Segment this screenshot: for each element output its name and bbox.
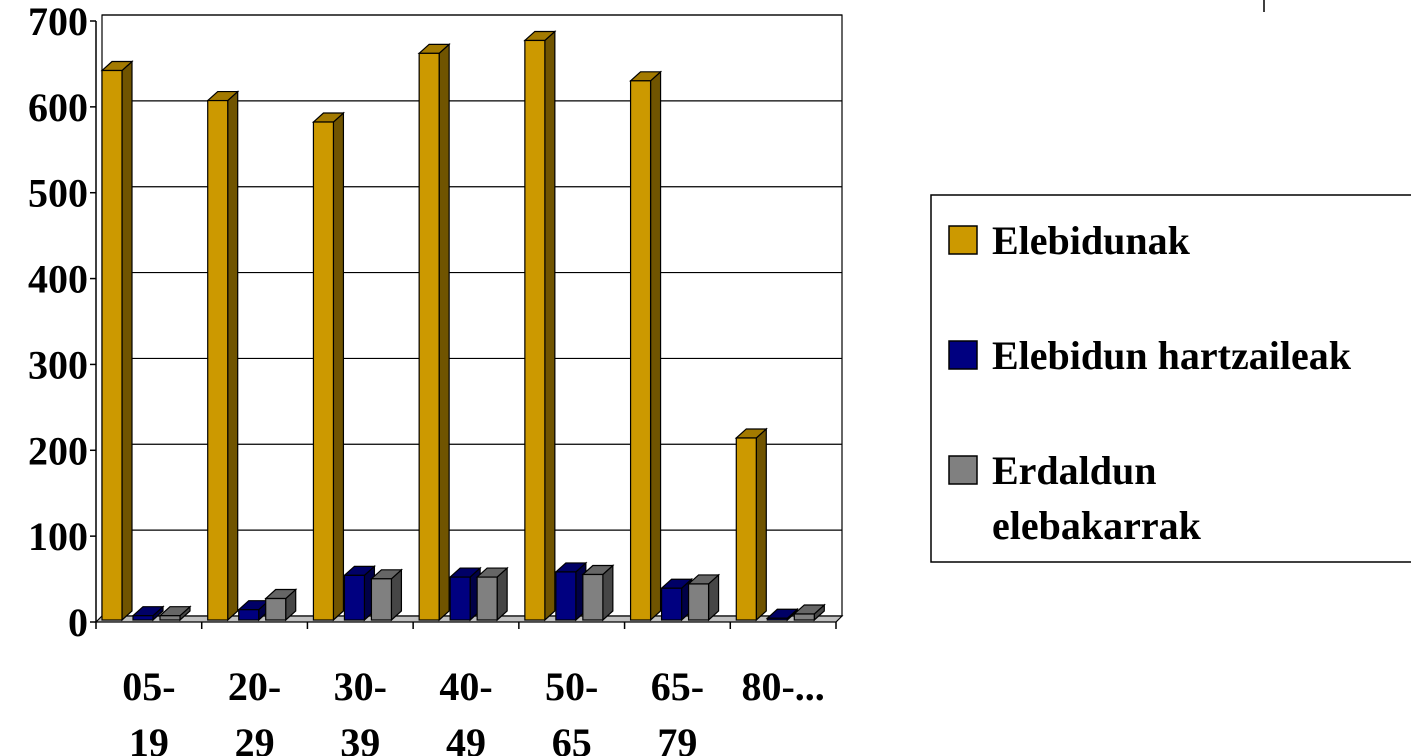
bar — [629, 70, 663, 622]
bar — [687, 573, 721, 622]
bar-front — [418, 52, 440, 621]
bar-side — [649, 70, 662, 622]
bar-front — [735, 437, 757, 621]
bar-front — [476, 576, 498, 621]
bar-front — [101, 69, 123, 621]
y-tick-label: 0 — [68, 600, 88, 645]
bar — [342, 565, 376, 622]
bar — [448, 566, 482, 622]
x-tick-labels: 05- 19 20- 29 30- 39 40- 49 50- 65 65- 79 80-... — [122, 664, 825, 756]
legend-swatch — [948, 225, 978, 255]
bar — [131, 605, 165, 622]
bar — [581, 564, 615, 622]
bar — [765, 607, 799, 622]
y-tick-labels: 0 100 200 300 400 500 600 700 — [28, 0, 88, 645]
legend-swatch — [948, 340, 978, 370]
legend-swatch — [948, 455, 978, 485]
bars — [100, 30, 826, 622]
bar-front — [629, 80, 652, 621]
x-tick-label: 29 — [235, 720, 275, 756]
bar-front — [265, 597, 287, 621]
x-tick-label: 79 — [657, 720, 697, 756]
bar-front — [555, 571, 577, 621]
bar-front — [524, 39, 546, 621]
x-tick-label: 39 — [340, 720, 380, 756]
x-tick-label: 49 — [446, 720, 486, 756]
bar — [523, 30, 557, 622]
legend-label: elebakarrak — [992, 503, 1202, 548]
bar-front — [660, 587, 683, 621]
bar — [264, 588, 298, 622]
bar-front — [687, 583, 710, 621]
bar-side — [332, 111, 345, 622]
x-tick-label: 19 — [129, 720, 169, 756]
bar — [792, 603, 826, 622]
y-tick-label: 500 — [28, 171, 88, 216]
bar-front — [582, 573, 604, 621]
x-tick-label: 40- — [439, 664, 492, 709]
legend-label: Erdaldun — [992, 448, 1157, 493]
bar-front — [343, 574, 366, 621]
y-tick-label: 700 — [28, 0, 88, 44]
bar — [554, 561, 588, 622]
bar — [660, 577, 694, 622]
bar — [475, 566, 509, 622]
x-tick-label: 65 — [552, 720, 592, 756]
y-tick-label: 600 — [28, 85, 88, 130]
x-tick-label: 80-... — [741, 664, 824, 709]
y-tick-label: 300 — [28, 342, 88, 387]
legend-box — [930, 194, 1411, 563]
y-tick-label: 400 — [28, 257, 88, 302]
bar-front — [793, 613, 815, 621]
bar — [100, 60, 134, 622]
y-tick-label: 100 — [28, 514, 88, 559]
bar-front — [449, 576, 471, 621]
legend-label: Elebidun hartzaileak — [992, 333, 1352, 378]
bar-front — [766, 617, 788, 621]
legend: Elebidunak Elebidun hartzaileak Erdaldun el… — [930, 194, 1411, 563]
x-tick-label: 30- — [334, 664, 387, 709]
bar — [311, 111, 345, 622]
legend-label: Elebidunak — [992, 218, 1191, 263]
bar-side — [755, 427, 767, 622]
bar — [417, 42, 451, 622]
bar-side — [227, 90, 239, 622]
y-tick-label: 200 — [28, 428, 88, 473]
bar — [734, 427, 768, 622]
bar-front — [159, 615, 181, 621]
bar-side — [544, 30, 556, 622]
bar-front — [132, 615, 154, 621]
x-tick-label: 65- — [651, 664, 704, 709]
bar-side — [438, 42, 450, 622]
bar-side — [121, 60, 133, 622]
axes — [90, 20, 837, 629]
x-tick-label: 05- — [122, 664, 175, 709]
bar-front — [312, 121, 335, 621]
x-tick-label: 20- — [228, 664, 281, 709]
bar-front — [370, 578, 393, 621]
bar — [158, 605, 192, 622]
x-tick-label: 50- — [545, 664, 598, 709]
bar-front — [238, 609, 260, 621]
bar-front — [207, 99, 229, 621]
bar — [369, 568, 403, 622]
bar — [206, 90, 240, 622]
